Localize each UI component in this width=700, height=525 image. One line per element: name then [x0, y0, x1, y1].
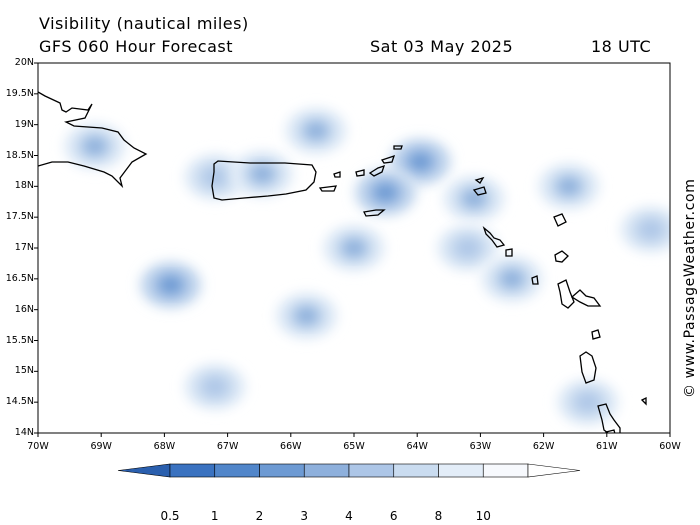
colorbar-label: 1	[210, 509, 219, 523]
colorbar-segment	[259, 463, 305, 478]
saint-croix-coast	[363, 209, 386, 217]
visibility-area	[373, 183, 398, 202]
colorbar-segment	[169, 463, 216, 478]
longitude-label: 63W	[469, 441, 492, 452]
visibility-area	[250, 165, 275, 183]
colorbar-low-arrow	[117, 463, 171, 478]
tortola-coast	[380, 154, 396, 164]
hispaniola-coast	[38, 91, 148, 189]
colorbar-label: 4	[345, 509, 353, 523]
visibility-area	[202, 168, 227, 187]
colorbar-segment	[482, 463, 529, 478]
barbuda-coast	[553, 213, 567, 227]
longitude-label: 65W	[343, 441, 365, 452]
map-title: Visibility (nautical miles)	[39, 14, 249, 33]
latitude-label: 19N	[14, 118, 34, 130]
marie-galante-coast	[591, 329, 601, 340]
colorbar-label: 3	[300, 509, 309, 523]
visibility-area	[82, 137, 107, 156]
colorbar-segment	[348, 463, 395, 478]
visibility-area	[455, 239, 480, 257]
colorbar-segment	[214, 463, 260, 478]
colorbar-segment	[303, 463, 350, 478]
longitude-label: 60W	[659, 441, 681, 452]
longitude-label: 64W	[406, 441, 428, 452]
visibility-area	[304, 121, 329, 140]
montserrat-coast	[531, 275, 539, 285]
barbados-coast	[640, 396, 647, 406]
latitude-label: 14.5N	[5, 396, 34, 408]
colorbar-segment	[438, 463, 484, 478]
visibility-area	[462, 189, 487, 208]
puerto-rico-coast	[211, 160, 317, 201]
forecast-time: 18 UTC	[591, 37, 652, 56]
colorbar-label: 6	[389, 509, 398, 523]
visibility-area	[575, 393, 600, 412]
visibility-area	[408, 152, 433, 171]
nevis-coast	[505, 248, 513, 257]
visibility-area	[294, 306, 319, 325]
coastline-layer	[38, 91, 647, 433]
axis-ticks	[34, 62, 671, 437]
latitude-label: 14N	[14, 427, 34, 438]
saint-thomas-coast	[355, 169, 365, 177]
latitude-label: 20N	[14, 57, 34, 68]
latitude-label: 17.5N	[5, 211, 34, 223]
martinique-coast	[597, 403, 621, 433]
longitude-label: 62W	[532, 441, 555, 452]
visibility-field-layer	[63, 107, 670, 426]
visibility-colorbar	[117, 463, 581, 478]
longitude-label: 61W	[596, 441, 618, 452]
forecast-date: Sat 03 May 2025	[370, 37, 514, 56]
forecast-label: GFS 060 Hour Forecast	[39, 37, 234, 56]
credit-watermark: © www.PassageWeather.com	[682, 178, 698, 398]
visibility-area	[342, 239, 366, 257]
latitude-label: 15N	[14, 365, 34, 377]
colorbar-high-arrow	[527, 463, 581, 478]
latitude-label: 18.5N	[5, 149, 34, 161]
colorbar-label: 10	[475, 509, 491, 523]
colorbar-label: 0.5	[160, 509, 180, 523]
visibility-area	[202, 377, 227, 396]
longitude-label: 70W	[27, 441, 49, 452]
visibility-area	[500, 269, 524, 288]
culebra-coast	[333, 171, 341, 178]
latitude-label: 17N	[14, 242, 34, 253]
latitude-label: 16N	[14, 303, 34, 315]
anegada-coast	[393, 145, 403, 150]
vieques-coast	[318, 185, 338, 192]
colorbar-segment	[393, 463, 439, 478]
longitude-label: 68W	[153, 441, 176, 452]
antigua-coast	[554, 250, 569, 263]
latitude-label: 16.5N	[5, 272, 34, 284]
saint-john-coast	[368, 164, 386, 177]
colorbar-label: 8	[434, 509, 443, 523]
dominica-coast	[579, 351, 597, 384]
visibility-area	[639, 220, 664, 239]
colorbar-label: 2	[255, 509, 264, 523]
latitude-label: 19.5N	[5, 87, 34, 99]
longitude-label: 69W	[90, 441, 112, 452]
longitude-label: 66W	[280, 441, 302, 452]
longitude-label: 67W	[216, 441, 239, 452]
visibility-area	[158, 276, 183, 294]
latitude-label: 18N	[14, 180, 34, 192]
guadeloupe-coast	[557, 279, 602, 309]
anguilla-coast	[474, 176, 485, 184]
saint-lucia-coast	[605, 429, 616, 433]
latitude-label: 15.5N	[5, 334, 34, 346]
saint-kitts-coast	[482, 226, 506, 248]
visibility-area	[556, 177, 581, 196]
saint-martin-coast	[472, 186, 487, 196]
